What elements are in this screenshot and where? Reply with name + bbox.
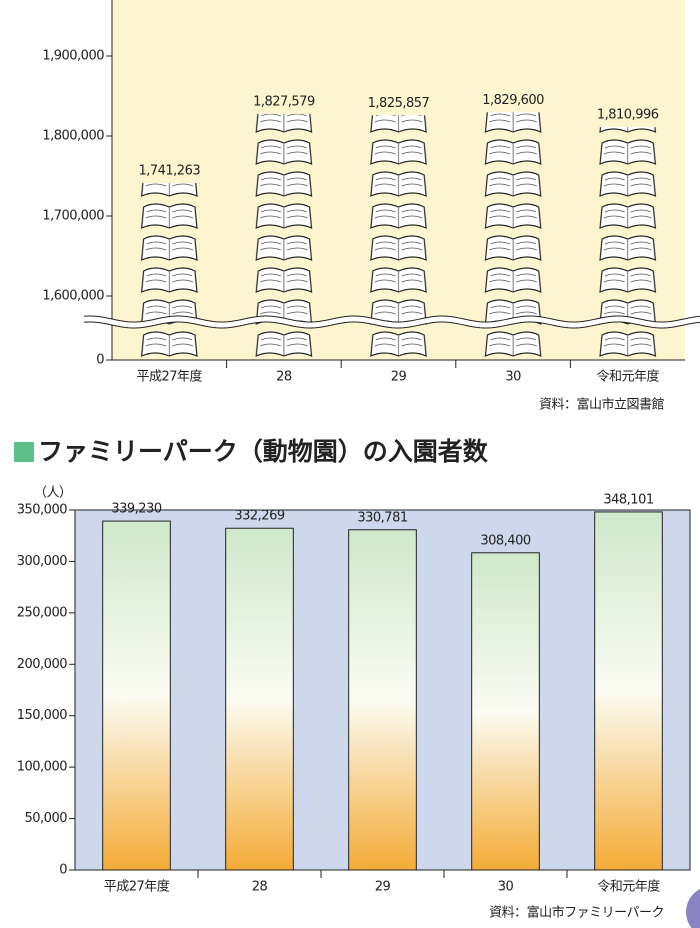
bar [349, 530, 417, 870]
y-tick-label: 300,000 [17, 554, 67, 569]
x-tick-label: 令和元年度 [597, 879, 660, 895]
x-tick-label: 30 [505, 370, 521, 385]
data-label: 1,741,263 [138, 163, 200, 178]
bar [472, 553, 540, 870]
data-label: 339,230 [111, 502, 161, 517]
data-label: 332,269 [234, 509, 284, 524]
x-tick-label: 30 [498, 880, 514, 895]
y-tick-label: 100,000 [17, 760, 67, 775]
data-label: 1,827,579 [253, 94, 315, 109]
y-tick-label: 350,000 [17, 503, 67, 518]
chart-title: ファミリーパーク（動物園）の入園者数 [38, 437, 489, 466]
x-tick-label: 28 [276, 370, 292, 385]
y-tick-label: 1,600,000 [42, 289, 104, 304]
decoration [686, 886, 700, 928]
bar [595, 512, 663, 870]
y-tick-label: 0 [96, 353, 104, 368]
y-tick-label: 150,000 [17, 708, 67, 723]
y-tick-label: 1,900,000 [42, 49, 104, 64]
source-note: 資料：富山市立図書館 [539, 397, 665, 413]
data-label: 1,810,996 [597, 108, 659, 123]
y-tick-label: 50,000 [25, 811, 68, 826]
x-tick-label: 平成27年度 [104, 879, 170, 895]
page: ファミリーパーク（動物園）の入園者数 （人） 1,741,263 平成27年度 1,… [0, 0, 700, 928]
data-label: 1,829,600 [482, 93, 544, 108]
x-tick-label: 平成27年度 [137, 369, 203, 385]
data-label: 308,400 [480, 533, 530, 548]
y-tick-label: 200,000 [17, 657, 67, 672]
bar [103, 521, 171, 870]
bar [141, 183, 198, 360]
y-tick-label: 1,700,000 [42, 209, 104, 224]
y-tick-label: 1,800,000 [42, 129, 104, 144]
bar [226, 528, 294, 870]
x-tick-label: 28 [252, 880, 268, 895]
data-label: 348,101 [603, 492, 653, 507]
x-tick-label: 29 [391, 370, 407, 385]
data-label: 1,825,857 [368, 96, 430, 111]
y-tick-label: 0 [59, 863, 67, 878]
x-tick-label: 29 [375, 880, 391, 895]
y-tick-label: 250,000 [17, 605, 67, 620]
title-marker [14, 442, 34, 462]
y-unit: （人） [34, 486, 72, 501]
data-label: 330,781 [357, 510, 407, 525]
x-tick-label: 令和元年度 [596, 369, 659, 385]
source-note: 資料：富山市ファミリーパーク [489, 905, 664, 921]
